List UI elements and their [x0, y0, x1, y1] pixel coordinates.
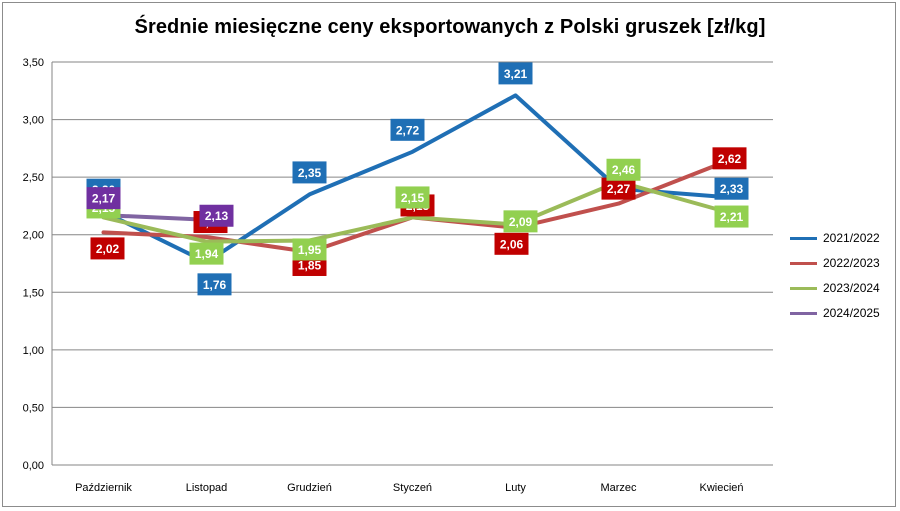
data-label-box [601, 177, 636, 200]
y-tick-label: 3,00 [23, 115, 44, 127]
data-label-box [90, 237, 125, 260]
data-label-box [503, 210, 538, 233]
x-tick-label: Styczeń [393, 482, 432, 494]
data-label: 2,15 [401, 191, 425, 205]
legend-label: 2024/2025 [823, 306, 880, 320]
y-tick-label: 0,00 [23, 460, 44, 472]
y-tick-label: 1,50 [23, 287, 44, 299]
data-label-box [292, 161, 327, 184]
data-label-box [494, 232, 529, 255]
data-label-box [714, 205, 749, 228]
legend-label: 2021/2022 [823, 231, 880, 245]
legend-swatch [790, 286, 817, 290]
legend-item: 2021/2022 [790, 231, 880, 245]
chart-legend: 2021/2022 2022/2023 2023/2024 2024/2025 [790, 231, 880, 332]
data-label: 2,33 [720, 182, 744, 196]
x-tick-label: Grudzień [287, 482, 332, 494]
x-tick-label: Październik [75, 482, 132, 494]
y-tick-label: 2,00 [23, 230, 44, 242]
legend-label: 2022/2023 [823, 256, 880, 270]
data-label: 2,46 [612, 163, 636, 177]
y-tick-label: 1,00 [23, 345, 44, 357]
data-label-box [395, 186, 430, 209]
legend-label: 2023/2024 [823, 281, 880, 295]
data-label: 2,35 [298, 166, 322, 180]
data-label-box [292, 238, 327, 261]
legend-swatch [790, 236, 817, 240]
x-tick-label: Luty [505, 482, 526, 494]
data-label: 2,02 [96, 242, 120, 256]
data-label: 2,62 [718, 152, 742, 166]
data-label: 2,06 [500, 237, 524, 251]
data-label-box [714, 177, 749, 200]
data-label-box [189, 242, 224, 265]
legend-swatch [790, 261, 817, 265]
data-label-box [199, 204, 234, 227]
data-label-box [606, 158, 641, 181]
legend-item: 2022/2023 [790, 256, 880, 270]
data-label-box [197, 273, 232, 296]
x-tick-label: Listopad [186, 482, 228, 494]
y-tick-label: 3,50 [23, 57, 44, 69]
x-tick-label: Marzec [600, 482, 637, 494]
y-tick-label: 2,50 [23, 172, 44, 184]
data-label-box [712, 147, 747, 170]
data-label: 1,76 [203, 278, 227, 292]
data-label: 2,13 [205, 209, 229, 223]
data-label-box [86, 187, 121, 210]
data-label: 1,95 [298, 243, 322, 257]
y-tick-label: 0,50 [23, 402, 44, 414]
series-line-2024-2025 [101, 213, 209, 222]
data-label: 1,85 [298, 258, 322, 272]
data-label-box [390, 118, 425, 141]
data-label: 2,17 [92, 192, 116, 206]
legend-swatch [790, 311, 817, 315]
legend-item: 2024/2025 [790, 306, 880, 320]
data-label: 2,72 [396, 123, 420, 137]
data-label: 1,94 [195, 247, 219, 261]
chart-title: Średnie miesięczne ceny eksportowanych z… [134, 16, 766, 38]
legend-item: 2023/2024 [790, 281, 880, 295]
data-label: 2,21 [720, 210, 744, 224]
x-tick-label: Kwiecień [699, 482, 743, 494]
data-label-box [498, 62, 533, 85]
data-label: 3,21 [504, 67, 528, 81]
data-label: 2,27 [607, 182, 631, 196]
data-label: 2,09 [509, 215, 533, 229]
